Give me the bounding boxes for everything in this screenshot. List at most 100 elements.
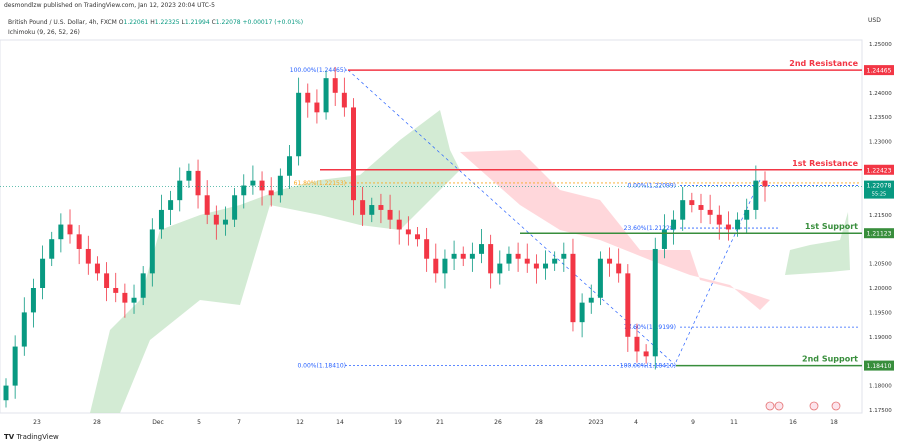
candle-body bbox=[49, 239, 55, 259]
x-tick-label: 2023 bbox=[588, 419, 603, 426]
candle-body bbox=[213, 214, 219, 225]
symbol-name[interactable]: British Pound / U.S. Dollar, 4h, FXCM bbox=[8, 19, 117, 26]
candle-body bbox=[85, 248, 91, 264]
candle-body bbox=[21, 312, 27, 347]
candle-body bbox=[506, 253, 512, 264]
fib-label: 23.60%(1.21228) bbox=[624, 225, 676, 232]
y-tick-label: 1.19000 bbox=[869, 335, 892, 341]
candle-body bbox=[533, 263, 539, 269]
candle-body bbox=[762, 180, 768, 187]
candle-body bbox=[524, 258, 530, 264]
candle-body bbox=[643, 351, 649, 357]
x-tick-label: 23 bbox=[33, 419, 41, 426]
fib-label: 100.00%(1.18410) bbox=[620, 363, 676, 370]
y-tick-label: 1.23000 bbox=[869, 140, 892, 146]
candle-body bbox=[323, 78, 329, 113]
candle-body bbox=[341, 92, 347, 108]
candle-body bbox=[360, 200, 366, 215]
candle-body bbox=[286, 156, 292, 176]
candle-body bbox=[204, 195, 210, 215]
indicator-label[interactable]: Ichimoku (9, 26, 52, 26) bbox=[8, 29, 80, 36]
candle-body bbox=[652, 248, 658, 357]
candle-body bbox=[296, 92, 302, 157]
candle-body bbox=[58, 224, 64, 240]
x-tick-label: 19 bbox=[394, 419, 402, 426]
candle-body bbox=[689, 200, 695, 206]
candle-body bbox=[607, 258, 613, 264]
price-tag-text: 1.18410 bbox=[867, 363, 892, 370]
candle-body bbox=[12, 346, 18, 386]
price-tag bbox=[864, 65, 894, 76]
candle-body bbox=[680, 200, 686, 220]
candle-body bbox=[634, 336, 640, 352]
x-tick-label: 9 bbox=[691, 419, 695, 426]
x-tick-label: 12 bbox=[296, 419, 304, 426]
x-tick-label: 26 bbox=[494, 419, 502, 426]
publish-info: desmondlzw published on TradingView.com,… bbox=[4, 2, 215, 9]
y-tick-label: 1.18000 bbox=[869, 384, 892, 390]
candle-body bbox=[597, 258, 603, 298]
candle-body bbox=[561, 253, 567, 259]
price-tag-text: 1.24465 bbox=[867, 68, 892, 75]
candle-body bbox=[588, 297, 594, 303]
candle-body bbox=[378, 205, 384, 210]
x-tick-label: Dec bbox=[152, 419, 164, 426]
candle-body bbox=[515, 253, 521, 259]
y-tick-label: 1.21500 bbox=[869, 213, 892, 219]
candle-body bbox=[369, 205, 375, 215]
price-tag-text: 1.21123 bbox=[867, 231, 892, 238]
y-tick-label: 1.20500 bbox=[869, 262, 892, 268]
candle-body bbox=[433, 258, 439, 274]
candle-body bbox=[442, 258, 448, 274]
candle-body bbox=[625, 273, 631, 337]
candle-body bbox=[570, 253, 576, 323]
x-tick-label: 5 bbox=[197, 419, 201, 426]
y-tick-label: 1.17500 bbox=[869, 408, 892, 414]
current-price-tag bbox=[864, 180, 894, 199]
candle-body bbox=[232, 195, 238, 220]
candle-body bbox=[195, 170, 201, 196]
x-tick-label: 21 bbox=[436, 419, 444, 426]
candle-body bbox=[76, 234, 82, 249]
candle-body bbox=[735, 219, 741, 230]
y-tick-label: 1.24000 bbox=[869, 91, 892, 97]
level-label: 1st Support bbox=[805, 222, 858, 231]
candle-body bbox=[405, 229, 411, 235]
candle-body bbox=[661, 229, 667, 249]
level-label: 1st Resistance bbox=[792, 159, 858, 168]
candle-body bbox=[725, 224, 731, 230]
candle-body bbox=[140, 273, 146, 298]
candle-body bbox=[268, 190, 274, 196]
candle-body bbox=[698, 205, 704, 210]
economic-event-icon bbox=[831, 401, 841, 411]
candle-body bbox=[277, 175, 283, 196]
level-label: 2nd Support bbox=[802, 355, 858, 364]
price-tag bbox=[864, 360, 894, 371]
candle-body bbox=[387, 209, 393, 220]
tradingview-logo: TV TradingView bbox=[4, 433, 59, 441]
current-price-text: 1.22078 bbox=[867, 183, 892, 190]
candle-body bbox=[113, 288, 119, 293]
candle-body bbox=[543, 263, 549, 269]
symbol-legend: British Pound / U.S. Dollar, 4h, FXCM O1… bbox=[8, 19, 304, 36]
economic-event-icon bbox=[765, 401, 775, 411]
x-tick-label: 18 bbox=[830, 419, 838, 426]
countdown-text: 55:25 bbox=[872, 192, 886, 198]
x-tick-label: 28 bbox=[93, 419, 101, 426]
fib-label: 0.00%(1.18410) bbox=[297, 363, 346, 370]
price-chart[interactable]: 100.00%(1.24465) 61.80%(1.22153) 0.00%(1.1… bbox=[0, 0, 900, 430]
candle-body bbox=[30, 288, 36, 313]
candle-body bbox=[241, 185, 247, 196]
candle-body bbox=[671, 219, 677, 230]
price-tag bbox=[864, 164, 894, 175]
plot-frame bbox=[0, 39, 863, 414]
candle-body bbox=[149, 229, 155, 274]
candle-body bbox=[753, 180, 759, 210]
candle-body bbox=[350, 107, 356, 201]
candle-body bbox=[222, 219, 228, 225]
candle-body bbox=[460, 253, 466, 259]
candle-body bbox=[250, 180, 256, 186]
economic-event-icon bbox=[809, 401, 819, 411]
candle-body bbox=[177, 180, 183, 201]
level-label: 2nd Resistance bbox=[789, 59, 858, 68]
